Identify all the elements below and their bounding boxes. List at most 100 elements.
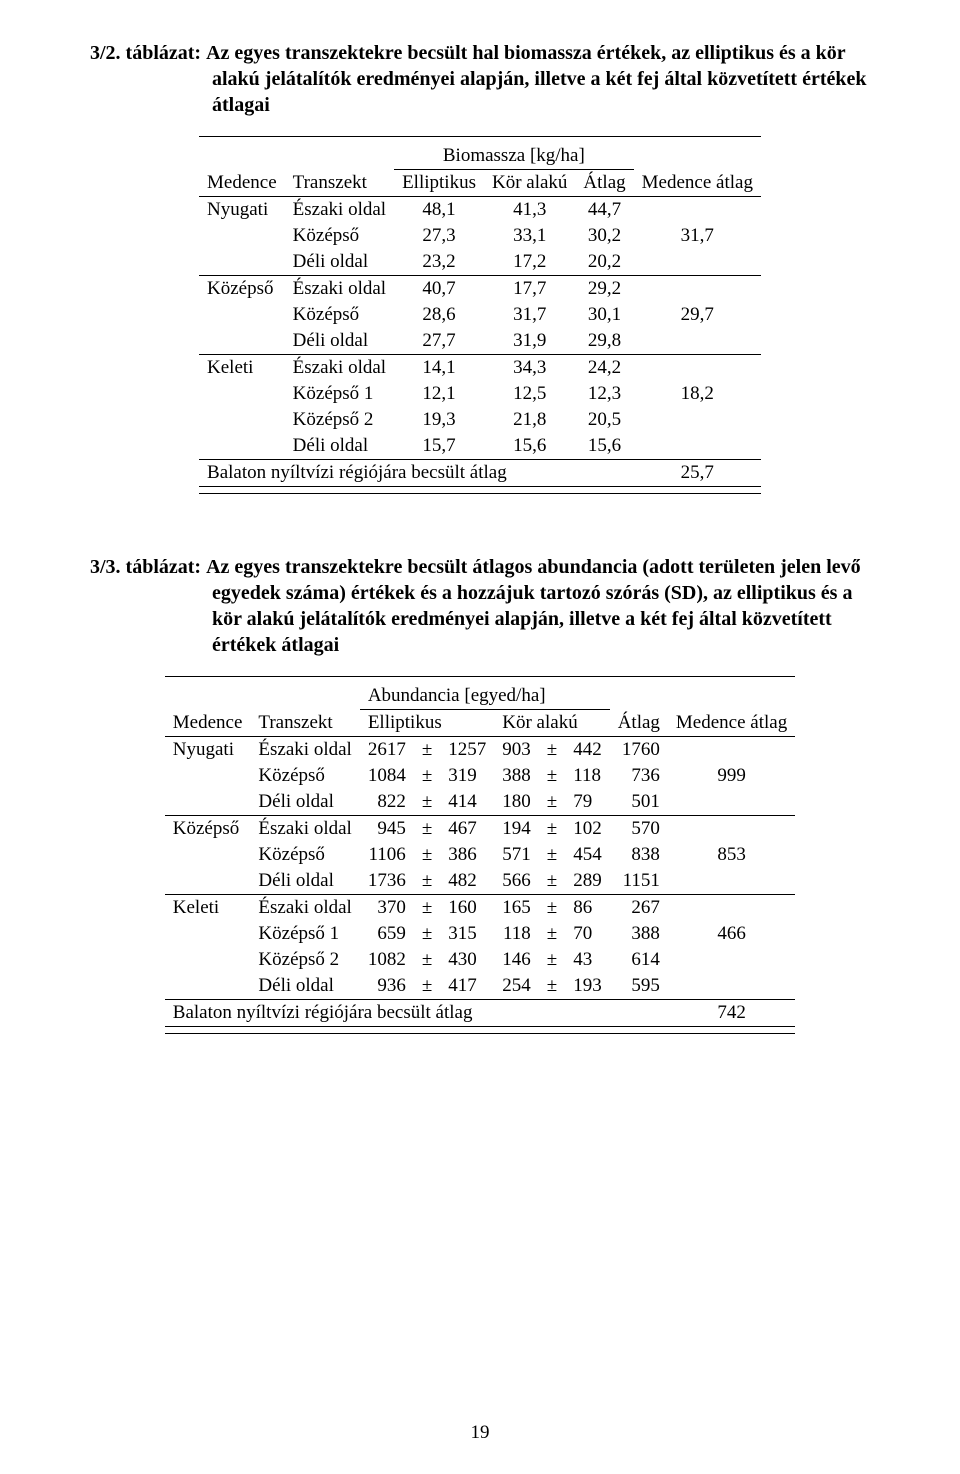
table-row: Déli oldal15,715,615,6 xyxy=(199,433,761,460)
kor-mean-cell: 146 xyxy=(494,947,539,973)
value-cell: 12,1 xyxy=(394,381,484,407)
transzekt-cell: Déli oldal xyxy=(285,433,394,460)
table-row: Középső1084±319388±118736999 xyxy=(165,763,795,789)
medence-cell xyxy=(199,302,285,328)
plus-minus-icon: ± xyxy=(414,868,440,895)
medence-avg-cell xyxy=(668,789,795,816)
table-row: NyugatiÉszaki oldal48,141,344,7 xyxy=(199,197,761,224)
col-transzekt: Transzekt xyxy=(285,170,394,197)
table2-caption: 3/3. táblázat: Az egyes transzektekre be… xyxy=(90,554,870,658)
col-med-atlag: Medence átlag xyxy=(634,170,761,197)
table1-caption: 3/2. táblázat: Az egyes transzektekre be… xyxy=(90,40,870,118)
ellipt-mean-cell: 659 xyxy=(360,921,414,947)
plus-minus-icon: ± xyxy=(539,895,565,922)
kor-sd-cell: 289 xyxy=(565,868,610,895)
medence-cell: Keleti xyxy=(199,355,285,382)
transzekt-cell: Északi oldal xyxy=(250,895,359,922)
transzekt-cell: Északi oldal xyxy=(250,737,359,764)
medence-avg-cell xyxy=(634,433,761,460)
abundance-table: Abundancia [egyed/ha] Medence Transzekt … xyxy=(165,676,795,1034)
table-row: Déli oldal23,217,220,2 xyxy=(199,249,761,276)
ellipt-mean-cell: 1082 xyxy=(360,947,414,973)
ellipt-sd-cell: 315 xyxy=(440,921,494,947)
plus-minus-icon: ± xyxy=(539,868,565,895)
value-cell: 19,3 xyxy=(394,407,484,433)
medence-cell xyxy=(199,433,285,460)
value-cell: 33,1 xyxy=(484,223,575,249)
col-kor: Kör alakú xyxy=(484,170,575,197)
col-transzekt: Transzekt xyxy=(250,710,359,737)
col-kor: Kör alakú xyxy=(494,710,609,737)
transzekt-cell: Középső 1 xyxy=(250,921,359,947)
plus-minus-icon: ± xyxy=(414,947,440,973)
plus-minus-icon: ± xyxy=(539,842,565,868)
table-row: KeletiÉszaki oldal370±160165±86267 xyxy=(165,895,795,922)
medence-avg-cell: 466 xyxy=(668,921,795,947)
value-cell: 34,3 xyxy=(484,355,575,382)
medence-avg-cell xyxy=(634,407,761,433)
medence-avg-cell xyxy=(668,737,795,764)
ellipt-mean-cell: 936 xyxy=(360,973,414,1000)
value-cell: 17,7 xyxy=(484,276,575,303)
table-row: Középső28,631,730,129,7 xyxy=(199,302,761,328)
medence-avg-cell: 853 xyxy=(668,842,795,868)
plus-minus-icon: ± xyxy=(414,737,440,764)
col-med-atlag: Medence átlag xyxy=(668,710,795,737)
biomass-group-header: Biomassza [kg/ha] xyxy=(394,143,634,170)
kor-sd-cell: 79 xyxy=(565,789,610,816)
col-medence: Medence xyxy=(199,170,285,197)
value-cell: 29,8 xyxy=(575,328,633,355)
table-row: Középső 219,321,820,5 xyxy=(199,407,761,433)
plus-minus-icon: ± xyxy=(539,947,565,973)
value-cell: 24,2 xyxy=(575,355,633,382)
table-row: Medence Transzekt Elliptikus Kör alakú Á… xyxy=(199,170,761,197)
medence-avg-cell xyxy=(668,973,795,1000)
transzekt-cell: Déli oldal xyxy=(285,328,394,355)
table-row: KeletiÉszaki oldal14,134,324,2 xyxy=(199,355,761,382)
medence-cell xyxy=(165,921,251,947)
ellipt-sd-cell: 1257 xyxy=(440,737,494,764)
value-cell: 15,7 xyxy=(394,433,484,460)
medence-cell xyxy=(165,763,251,789)
table-row: Középső 112,112,512,318,2 xyxy=(199,381,761,407)
value-cell: 48,1 xyxy=(394,197,484,224)
ellipt-sd-cell: 160 xyxy=(440,895,494,922)
value-cell: 29,2 xyxy=(575,276,633,303)
medence-avg-cell xyxy=(634,328,761,355)
atlag-cell: 1151 xyxy=(610,868,668,895)
col-atlag: Átlag xyxy=(575,170,633,197)
value-cell: 20,5 xyxy=(575,407,633,433)
value-cell: 31,9 xyxy=(484,328,575,355)
plus-minus-icon: ± xyxy=(414,789,440,816)
ellipt-mean-cell: 822 xyxy=(360,789,414,816)
medence-avg-cell xyxy=(668,895,795,922)
table-row: Balaton nyíltvízi régiójára becsült átla… xyxy=(165,1000,795,1027)
ellipt-mean-cell: 1106 xyxy=(360,842,414,868)
kor-mean-cell: 571 xyxy=(494,842,539,868)
atlag-cell: 570 xyxy=(610,816,668,843)
plus-minus-icon: ± xyxy=(539,737,565,764)
ellipt-sd-cell: 417 xyxy=(440,973,494,1000)
medence-cell xyxy=(199,328,285,355)
kor-sd-cell: 442 xyxy=(565,737,610,764)
ellipt-sd-cell: 414 xyxy=(440,789,494,816)
kor-mean-cell: 254 xyxy=(494,973,539,1000)
balaton-footer-label: Balaton nyíltvízi régiójára becsült átla… xyxy=(199,460,634,487)
table-row: Abundancia [egyed/ha] xyxy=(165,683,795,710)
value-cell: 15,6 xyxy=(484,433,575,460)
table-row: Déli oldal936±417254±193595 xyxy=(165,973,795,1000)
kor-sd-cell: 102 xyxy=(565,816,610,843)
medence-cell xyxy=(165,973,251,1000)
table-row: KözépsőÉszaki oldal40,717,729,2 xyxy=(199,276,761,303)
medence-cell: Nyugati xyxy=(199,197,285,224)
medence-avg-cell xyxy=(668,868,795,895)
ellipt-sd-cell: 430 xyxy=(440,947,494,973)
atlag-cell: 595 xyxy=(610,973,668,1000)
value-cell: 15,6 xyxy=(575,433,633,460)
table1-caption-label: 3/2. táblázat: xyxy=(90,42,201,64)
value-cell: 14,1 xyxy=(394,355,484,382)
kor-sd-cell: 193 xyxy=(565,973,610,1000)
ellipt-mean-cell: 370 xyxy=(360,895,414,922)
kor-mean-cell: 388 xyxy=(494,763,539,789)
kor-mean-cell: 165 xyxy=(494,895,539,922)
